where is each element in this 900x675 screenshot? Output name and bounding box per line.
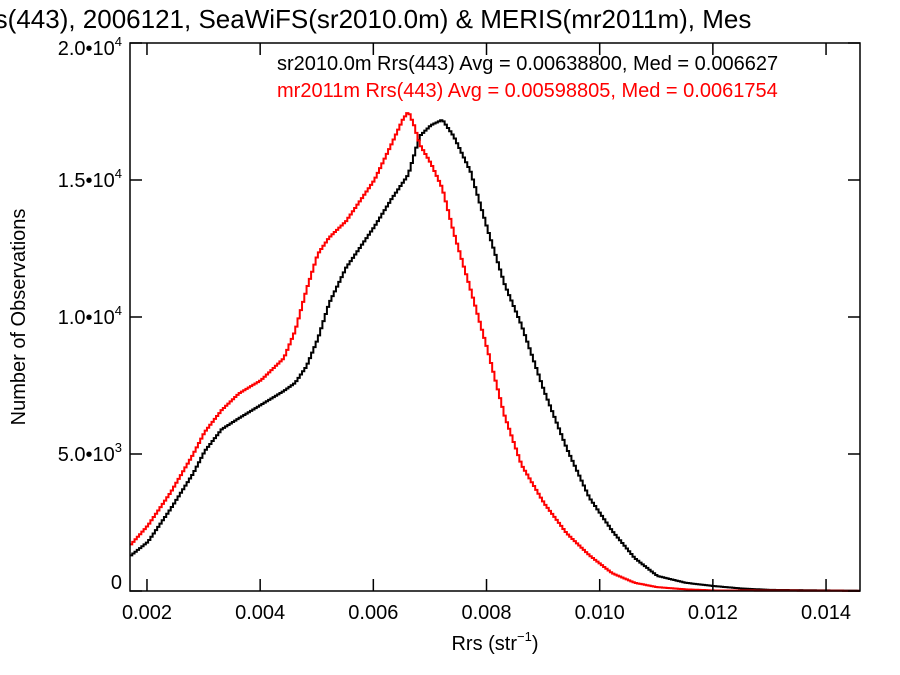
x-tick-label: 0.014	[801, 602, 851, 624]
x-tick-label: 0.002	[122, 602, 172, 624]
series-line-mr2011m	[130, 112, 860, 592]
y-tick-label: 0	[111, 572, 122, 594]
x-tick-label: 0.012	[688, 602, 738, 624]
chart-title: rs(443), 2006121, SeaWiFS(sr2010.0m) & M…	[0, 4, 751, 34]
y-tick-label: 1.0•104	[58, 303, 122, 329]
x-tick-label: 0.008	[461, 602, 511, 624]
x-axis-title: Rrs (str−1)	[451, 629, 538, 655]
x-tick-label: 0.006	[348, 602, 398, 624]
series-line-sr2010.0m	[130, 119, 860, 592]
plot-frame	[129, 42, 861, 592]
axis-ticks: 0.002 0.004 0.006 0.008 0.010 0.012 0.014 0 5.0•…	[58, 34, 860, 624]
y-tick-label: 5.0•103	[58, 440, 122, 466]
x-axis-title-main: Rrs (str	[451, 633, 517, 655]
x-axis-title-tail: )	[532, 633, 539, 655]
x-tick-label: 0.004	[235, 602, 285, 624]
y-tick-label: 1.5•104	[58, 166, 122, 192]
legend-entry-sr2010: sr2010.0m Rrs(443) Avg = 0.00638800, Med…	[277, 53, 778, 75]
x-axis-title-sup: −1	[517, 629, 532, 644]
x-tick-label: 0.010	[575, 602, 625, 624]
y-tick-label: 2.0•104	[58, 34, 122, 60]
legend-entry-mr2011: mr2011m Rrs(443) Avg = 0.00598805, Med =…	[277, 80, 778, 102]
y-axis-title: Number of Observations	[8, 209, 30, 426]
